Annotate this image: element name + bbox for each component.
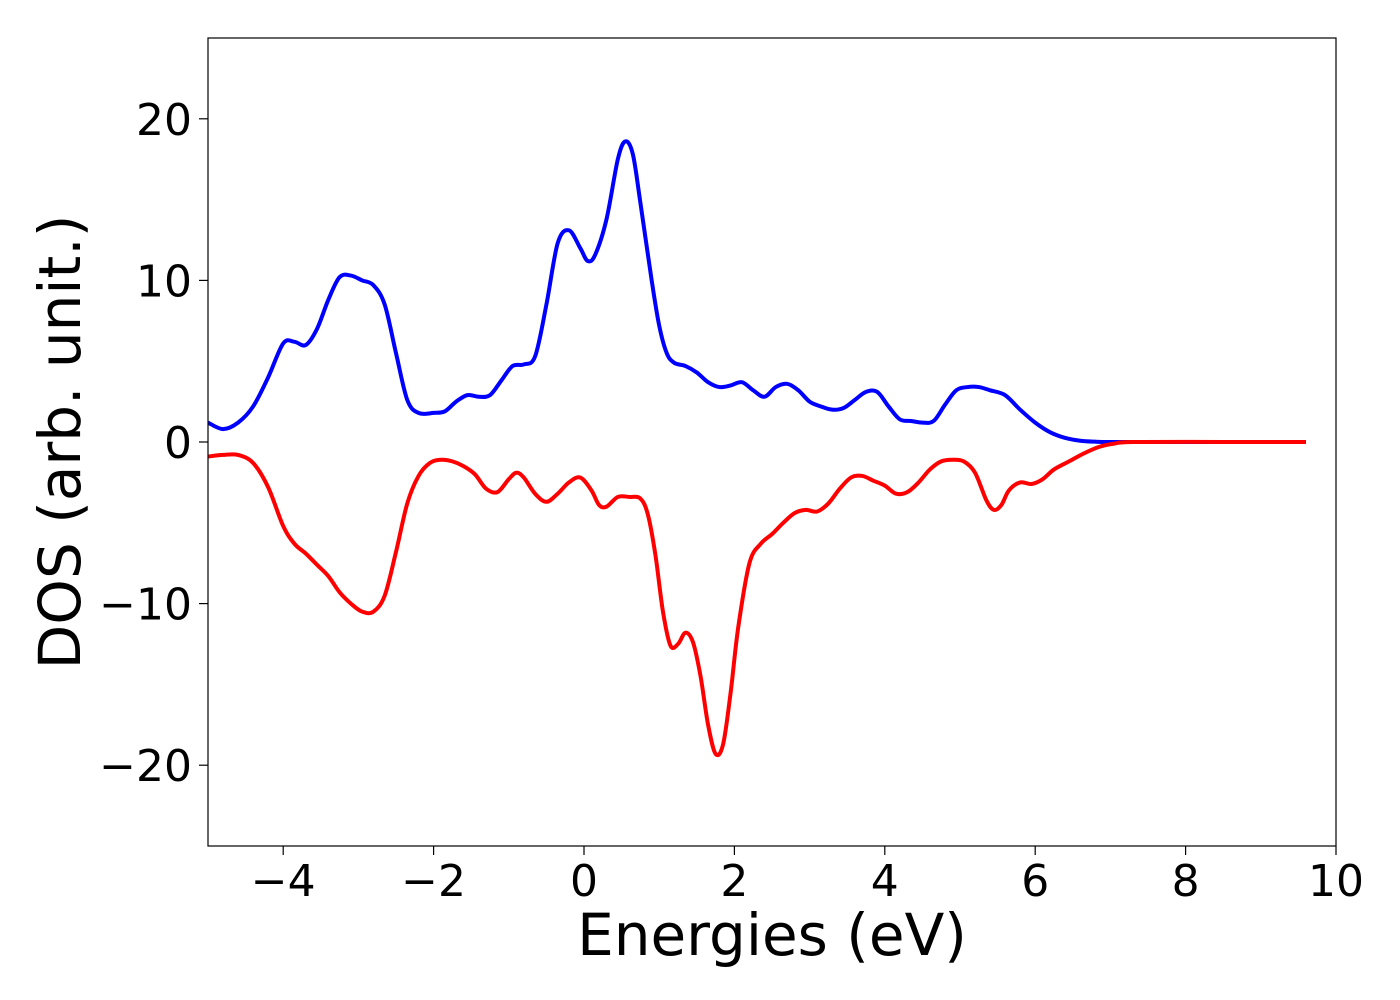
y-tick-label: 10 (136, 256, 192, 307)
series-line-spin-down (208, 439, 1306, 758)
x-tick-label: 4 (871, 856, 899, 907)
x-tick-label: 10 (1308, 856, 1364, 907)
x-tick-label: −2 (401, 856, 466, 907)
series-layer (208, 139, 1306, 758)
x-axis-title: Energies (eV) (577, 901, 967, 969)
y-axis-title: DOS (arb. unit.) (26, 215, 94, 670)
x-tick-label: 8 (1172, 856, 1200, 907)
y-tick-label: 0 (164, 418, 192, 469)
y-tick-label: −10 (99, 580, 192, 631)
y-tick-label: 20 (136, 95, 192, 146)
x-tick-label: 2 (720, 856, 748, 907)
x-tick-label: 0 (570, 856, 598, 907)
series-line-spin-up (208, 139, 1306, 445)
x-tick-label: 6 (1021, 856, 1049, 907)
x-tick-label: −4 (251, 856, 316, 907)
y-tick-label: −20 (99, 741, 192, 792)
